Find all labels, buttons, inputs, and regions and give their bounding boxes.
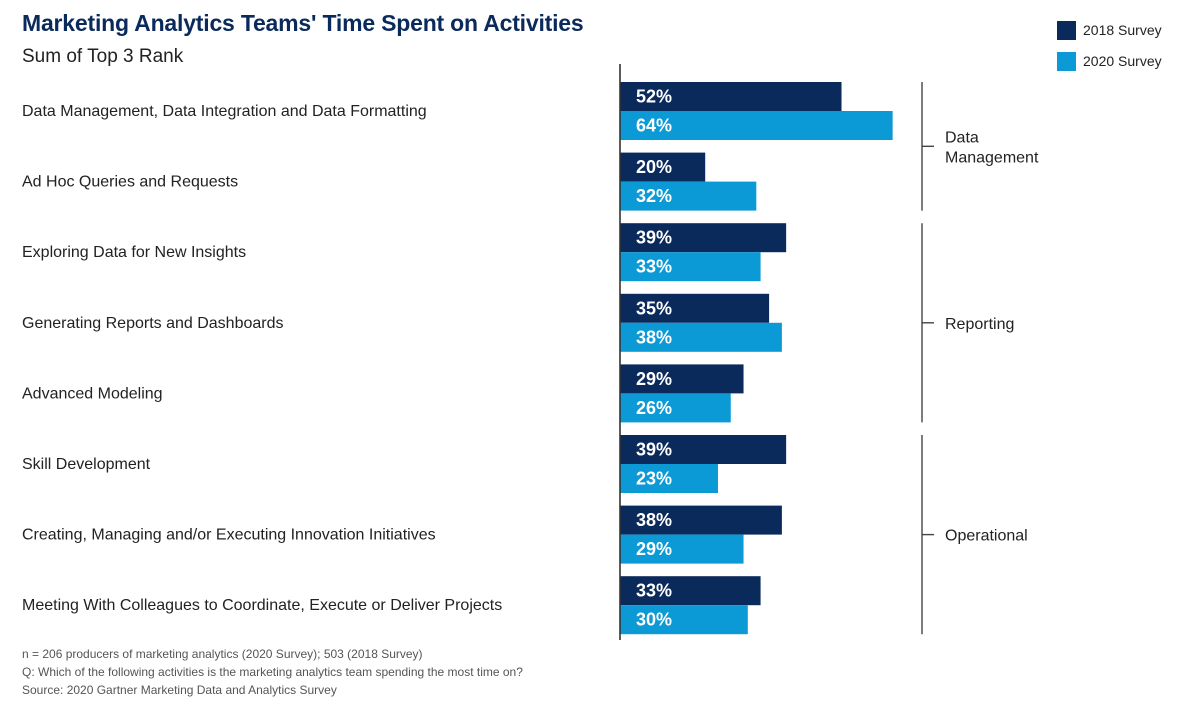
data-label-2020: 32%	[636, 186, 672, 206]
legend: 2018 Survey 2020 Survey	[1057, 20, 1162, 82]
bar-2020	[620, 111, 893, 140]
legend-item-2020: 2020 Survey	[1057, 51, 1162, 71]
category-label: Meeting With Colleagues to Coordinate, E…	[22, 597, 502, 614]
data-label-2018: 33%	[636, 581, 672, 601]
bar-2018	[620, 293, 770, 323]
bar-2020	[620, 464, 718, 493]
legend-swatch-2020	[1057, 51, 1076, 71]
bar-2018	[620, 223, 787, 253]
bar-2020	[620, 534, 744, 564]
chart-title: Marketing Analytics Teams' Time Spent on…	[22, 10, 584, 36]
category-label: Data Management, Data Integration and Da…	[22, 103, 427, 120]
bar-2018	[620, 364, 744, 394]
bar-2020	[620, 322, 782, 352]
data-label-2020: 23%	[636, 469, 672, 489]
data-label-2020: 38%	[636, 327, 672, 347]
bar-2018	[620, 152, 706, 182]
data-label-2020: 26%	[636, 398, 672, 418]
data-label-2018: 39%	[636, 440, 672, 460]
bar-2020	[620, 252, 761, 282]
category-label: Creating, Managing and/or Executing Inno…	[22, 527, 436, 544]
bar-2018	[620, 576, 761, 606]
data-label-2018: 39%	[636, 228, 672, 248]
data-label-2018: 20%	[636, 157, 672, 177]
category-label: Advanced Modeling	[22, 385, 163, 402]
legend-item-2018: 2018 Survey	[1057, 20, 1162, 40]
bar-2020	[620, 181, 757, 211]
bar-2018	[620, 435, 787, 464]
data-label-2020: 33%	[636, 257, 672, 277]
data-label-2020: 29%	[636, 539, 672, 559]
note-sample-size: n = 206 producers of marketing analytics…	[22, 647, 423, 661]
data-label-2020: 64%	[636, 116, 672, 136]
chart-notes: n = 206 producers of marketing analytics…	[22, 645, 523, 699]
group-label: Operational	[945, 528, 1028, 545]
data-label-2018: 38%	[636, 510, 672, 530]
bar-2020	[620, 393, 731, 423]
group-label: Reporting	[945, 316, 1014, 333]
category-label: Exploring Data for New Insights	[22, 244, 246, 261]
note-question: Q: Which of the following activities is …	[22, 665, 523, 679]
data-label-2018: 35%	[636, 298, 672, 318]
data-label-2020: 30%	[636, 610, 672, 630]
bar-2018	[620, 82, 842, 111]
note-source: Source: 2020 Gartner Marketing Data and …	[22, 683, 337, 697]
legend-swatch-2018	[1057, 20, 1076, 40]
bar-2018	[620, 505, 782, 535]
category-label: Ad Hoc Queries and Requests	[22, 174, 238, 191]
group-label: Data Management	[945, 129, 1039, 166]
legend-label-2018: 2018 Survey	[1083, 22, 1162, 38]
bar-2020	[620, 605, 748, 635]
category-label: Skill Development	[22, 456, 151, 473]
data-label-2018: 29%	[636, 369, 672, 389]
chart-subtitle: Sum of Top 3 Rank	[22, 46, 184, 67]
data-label-2018: 52%	[636, 87, 672, 107]
legend-label-2020: 2020 Survey	[1083, 53, 1162, 69]
bar-chart: Data Management, Data Integration and Da…	[22, 64, 1039, 640]
category-label: Generating Reports and Dashboards	[22, 315, 284, 332]
